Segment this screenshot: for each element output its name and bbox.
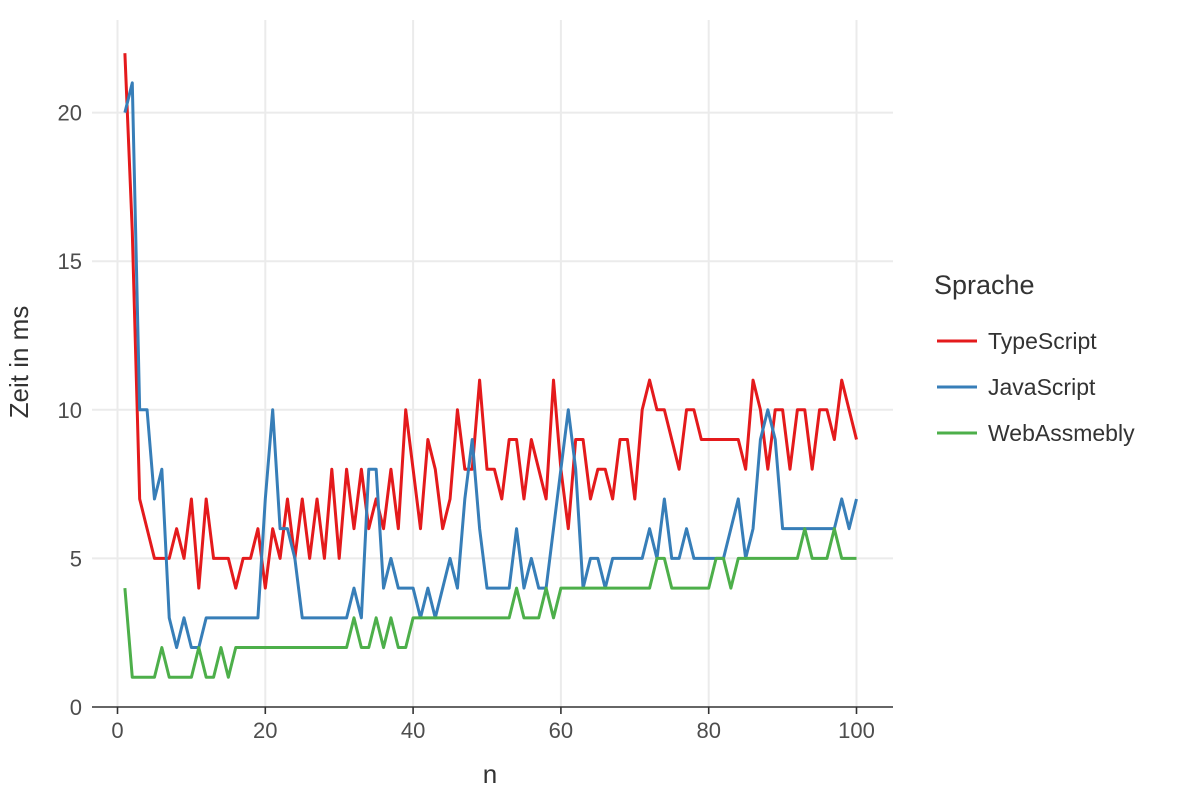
legend-label-javascript: JavaScript	[988, 374, 1096, 400]
axes: 0 20 40 60 80 100 0 5 10 15 20	[58, 101, 893, 743]
series-line-webassmebly	[123, 527, 857, 679]
gridlines	[92, 20, 893, 707]
x-tick-label: 80	[696, 718, 720, 743]
x-tick-label: 20	[253, 718, 277, 743]
legend-label-webassmebly: WebAssmebly	[988, 420, 1135, 446]
y-tick-label: 15	[58, 249, 82, 274]
legend-title: Sprache	[934, 270, 1035, 300]
series-line-javascript	[123, 81, 858, 650]
x-axis-title: n	[483, 759, 497, 789]
legend: Sprache TypeScript JavaScript WebAssmebly	[934, 270, 1135, 446]
series-line-typescript	[123, 53, 858, 590]
y-tick-label: 5	[70, 546, 82, 571]
legend-label-typescript: TypeScript	[988, 328, 1097, 354]
y-tick-label: 0	[70, 695, 82, 720]
y-axis-title: Zeit in ms	[4, 306, 34, 419]
x-tick-label: 40	[401, 718, 425, 743]
x-tick-label: 100	[838, 718, 875, 743]
series-lines	[123, 53, 858, 679]
y-tick-label: 10	[58, 398, 82, 423]
x-tick-label: 0	[111, 718, 123, 743]
x-tick-label: 60	[549, 718, 573, 743]
y-tick-label: 20	[58, 101, 82, 126]
